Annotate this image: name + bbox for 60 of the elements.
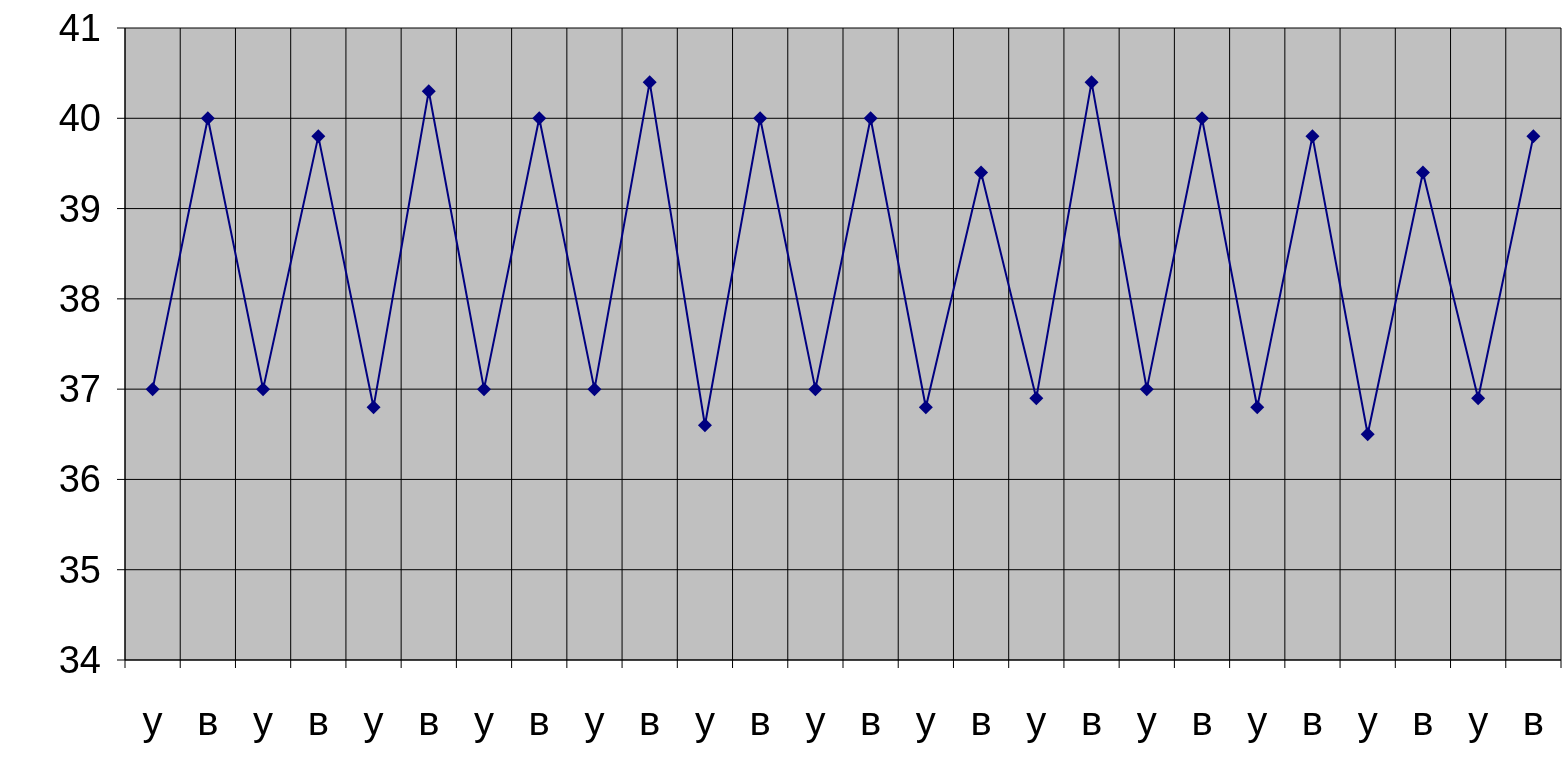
point [1415,165,1430,180]
point [1360,427,1375,442]
point [145,382,160,397]
x-tick-label: в [1412,699,1434,743]
point [477,382,491,397]
point [1526,129,1541,144]
x-tick-label: в [970,699,992,743]
point [1084,75,1099,90]
x-tick-label: в [197,699,219,743]
y-tick-label: 34 [58,639,101,681]
y-tick-label: 35 [58,548,101,591]
point [1029,391,1044,406]
x-tick-label: в [1191,699,1213,743]
x-tick-label: в [639,699,661,743]
x-tick-label: в [528,699,550,743]
y-tick-label: 37 [58,368,101,411]
point [1195,111,1209,126]
x-tick-label: у [694,699,715,743]
y-tick-label: 41 [58,7,101,49]
point [311,129,326,144]
point [697,418,712,433]
point [1250,400,1265,415]
point [1305,129,1320,144]
x-tick-label: у [1468,699,1489,743]
x-tick-label: у [915,699,936,743]
x-tick-label: в [1522,699,1545,743]
x-tick-label: у [253,699,274,743]
point [366,400,381,415]
point [974,165,989,180]
x-tick-label: в [418,699,440,743]
point [532,111,547,126]
x-tick-label: у [1026,699,1047,743]
x-tick-label: у [584,699,605,743]
point [1139,382,1154,397]
y-tick-label: 40 [58,97,101,140]
x-tick-label: у [142,699,163,743]
point [587,382,602,397]
point [421,84,436,99]
point [642,75,657,90]
x-tick-label: у [1357,699,1378,743]
x-tick-label: у [363,699,384,743]
point [200,111,215,126]
y-tick-label: 38 [58,277,101,320]
point [753,111,768,126]
x-tick-label: у [1136,699,1157,743]
point [256,382,271,397]
y-tick-label: 36 [58,458,101,501]
x-tick-label: в [1080,699,1103,743]
x-tick-label: у [474,699,494,743]
x-tick-label: в [749,699,771,743]
x-tick-label: в [1301,699,1324,743]
point [918,400,933,415]
point [1471,391,1486,406]
x-tick-label: в [307,699,329,743]
x-tick-label: в [859,699,882,743]
point [808,382,823,397]
x-tick-label: у [1247,699,1268,743]
x-tick-label: у [805,699,826,743]
point [863,111,878,126]
y-tick-label: 39 [58,187,101,230]
